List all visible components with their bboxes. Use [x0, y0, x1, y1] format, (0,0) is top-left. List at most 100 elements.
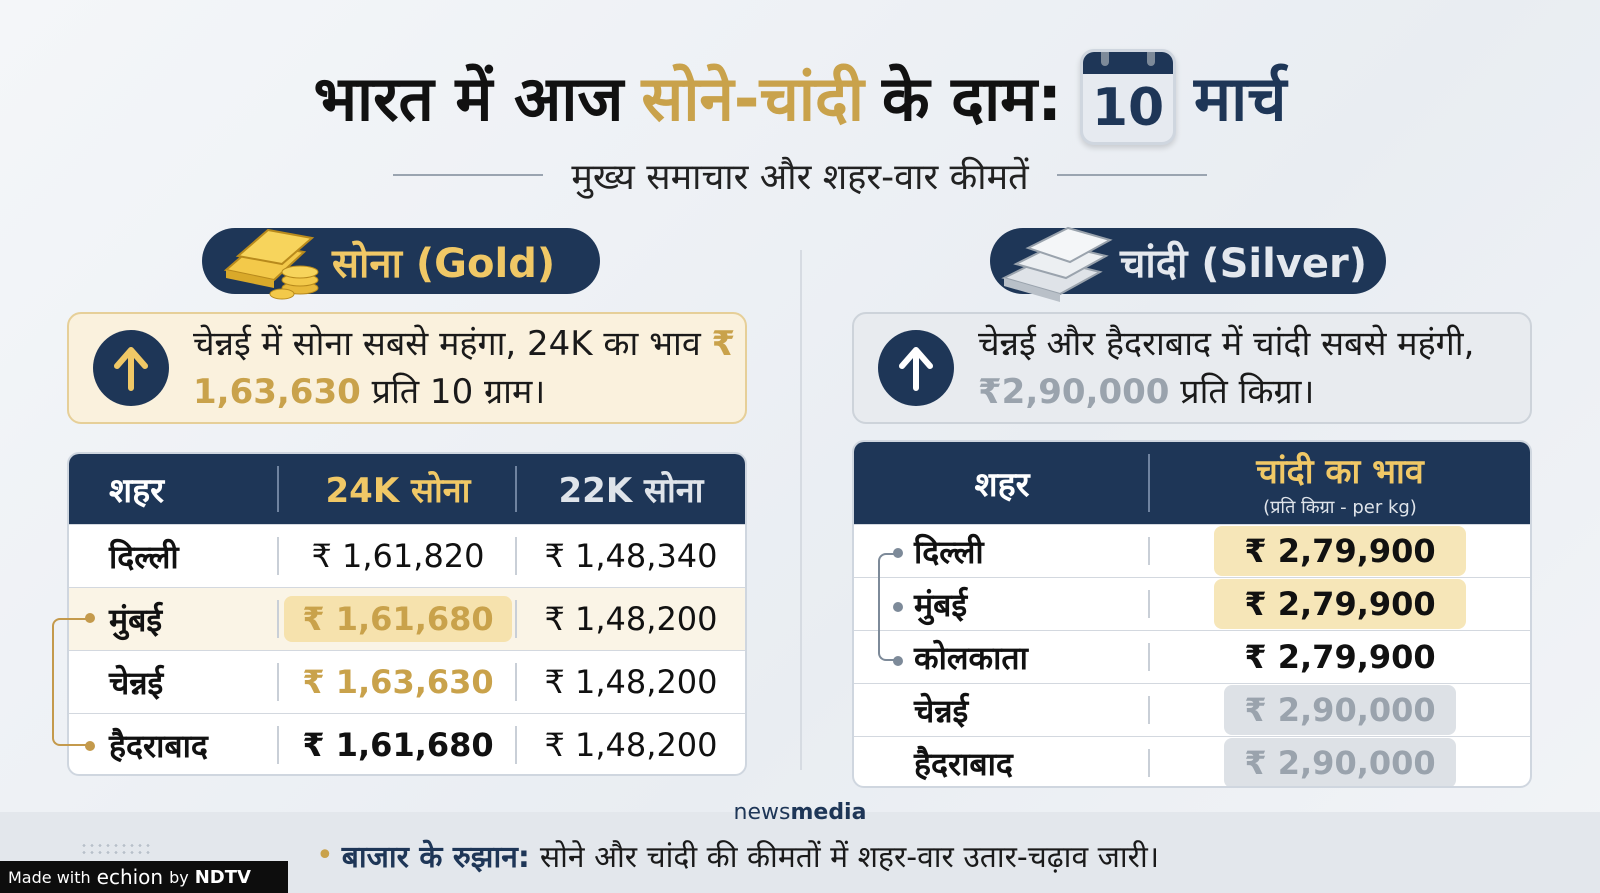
price-22k-cell: ₹ 1,48,200 — [517, 588, 745, 650]
divider — [1056, 174, 1207, 176]
brand-news: news — [733, 800, 791, 825]
made-with-prefix: Made with — [8, 867, 91, 887]
title-part2: सोने-चांदी — [641, 62, 864, 135]
table-row: दिल्ली ₹ 2,79,900 — [854, 524, 1530, 577]
table-row: हैदराबाद ₹ 1,61,680 ₹ 1,48,200 — [69, 713, 745, 774]
price-value: ₹ 1,61,820 — [311, 537, 485, 575]
city-cell: मुंबई — [854, 578, 1150, 630]
price-value: ₹ 1,63,630 — [302, 663, 494, 701]
gold-pill-label: सोना (Gold) — [332, 240, 556, 287]
bullet-icon: • — [316, 837, 334, 873]
silver-note-after: प्रति किग्रा। — [1180, 372, 1315, 412]
page-title: भारत में आज सोने-चांदी के दाम: 10 मार्च — [0, 49, 1600, 145]
price-value: ₹ 1,48,200 — [544, 726, 718, 764]
silver-section-pill: चांदी (Silver) — [990, 226, 1386, 302]
header-24k: 24K सोना — [279, 454, 517, 524]
price-cell: ₹ 2,79,900 — [1150, 525, 1530, 577]
gold-price-table: शहर 24K सोना 22K सोना दिल्ली ₹ 1,61,820 … — [67, 452, 747, 776]
header-22k: 22K सोना — [558, 471, 704, 511]
city-cell: दिल्ली — [854, 525, 1150, 577]
arrow-up-icon — [878, 330, 954, 406]
bracket-dot — [893, 548, 903, 558]
price-24k-cell: ₹ 1,61,680 — [279, 588, 517, 650]
price-value: ₹ 2,79,900 — [1244, 638, 1436, 676]
silver-bars-icon — [1001, 226, 1113, 302]
brand-logo: newsmedia — [730, 800, 870, 825]
date-month: मार्च — [1194, 62, 1287, 135]
date-day: 10 — [1091, 78, 1165, 138]
subtitle-text: मुख्य समाचार और शहर-वार कीमतें — [571, 156, 1029, 198]
silver-note-price: ₹2,90,000 — [978, 372, 1170, 412]
header-unit: (प्रति किग्रा - per kg) — [1263, 497, 1417, 518]
price-value: ₹ 1,61,680 — [284, 596, 512, 642]
bracket-dot — [893, 656, 903, 666]
echion-logo: echion — [96, 865, 164, 889]
trend-label: बाजार के रुझान: — [341, 839, 530, 875]
price-22k-cell: ₹ 1,48,200 — [517, 651, 745, 713]
price-cell: ₹ 2,79,900 — [1150, 631, 1530, 683]
silver-note-before: चेन्नई और हैदराबाद में चांदी सबसे महंगी, — [978, 324, 1475, 364]
divider — [393, 174, 544, 176]
city-cell: चेन्नई — [69, 651, 279, 713]
price-value: ₹ 1,48,340 — [544, 537, 718, 575]
header-city: शहर — [69, 454, 279, 524]
table-row: कोलकाता ₹ 2,79,900 — [854, 630, 1530, 683]
table-row: चेन्नई ₹ 2,90,000 — [854, 683, 1530, 736]
made-with-by: by — [169, 867, 189, 887]
price-value: ₹ 2,79,900 — [1214, 526, 1466, 576]
silver-note-text: चेन्नई और हैदराबाद में चांदी सबसे महंगी,… — [978, 320, 1530, 416]
trend-text: सोने और चांदी की कीमतों में शहर-वार उतार… — [539, 839, 1160, 875]
city-cell: चेन्नई — [854, 684, 1150, 736]
delhi-kolkata-bracket — [878, 553, 900, 661]
subtitle: मुख्य समाचार और शहर-वार कीमतें — [0, 150, 1600, 200]
gold-section-pill: सोना (Gold) — [202, 228, 600, 300]
table-row: मुंबई ₹ 1,61,680 ₹ 1,48,200 — [69, 587, 745, 650]
price-24k-cell: ₹ 1,61,820 — [279, 525, 517, 587]
brand-media: media — [790, 800, 867, 825]
gold-bars-icon — [223, 228, 319, 300]
gold-note-before: चेन्नई में सोना सबसे महंगा, 24K का भाव — [193, 324, 701, 364]
bracket-dot — [893, 602, 903, 612]
table-row: चेन्नई ₹ 1,63,630 ₹ 1,48,200 — [69, 650, 745, 713]
header-price: चांदी का भाव (प्रति किग्रा - per kg) — [1150, 442, 1530, 524]
market-trend-footer: • बाजार के रुझान: सोने और चांदी की कीमतो… — [316, 830, 1159, 880]
price-value: ₹ 2,90,000 — [1224, 738, 1456, 786]
table-header: शहर चांदी का भाव (प्रति किग्रा - per kg) — [854, 442, 1530, 524]
ndtv-logo: NDTV — [194, 866, 251, 888]
gold-note-text: चेन्नई में सोना सबसे महंगा, 24K का भाव ₹… — [193, 320, 745, 416]
arrow-up-icon — [93, 330, 169, 406]
city-cell: हैदराबाद — [69, 714, 279, 774]
city-cell: कोलकाता — [854, 631, 1150, 683]
bracket-dot — [85, 613, 95, 623]
price-value: ₹ 1,48,200 — [544, 663, 718, 701]
mumbai-hyderabad-bracket — [52, 618, 90, 746]
header-city: शहर — [854, 442, 1150, 524]
table-row: मुंबई ₹ 2,79,900 — [854, 577, 1530, 630]
gold-highlight-note: चेन्नई में सोना सबसे महंगा, 24K का भाव ₹… — [67, 312, 747, 424]
price-cell: ₹ 2,90,000 — [1150, 737, 1530, 786]
dots-decoration — [80, 842, 154, 856]
header-price-label: चांदी का भाव — [1256, 452, 1424, 492]
price-24k-cell: ₹ 1,61,680 — [279, 714, 517, 774]
table-header: शहर 24K सोना 22K सोना — [69, 454, 745, 524]
gold-note-after: प्रति 10 ग्राम। — [371, 372, 546, 412]
price-value: ₹ 2,79,900 — [1214, 579, 1466, 629]
price-cell: ₹ 2,79,900 — [1150, 578, 1530, 630]
made-with-badge[interactable]: Made with echion by NDTV — [0, 861, 288, 893]
title-part1: भारत में आज — [313, 62, 624, 135]
calendar-icon: 10 — [1080, 49, 1177, 145]
price-value: ₹ 2,90,000 — [1224, 685, 1456, 735]
city-cell: दिल्ली — [69, 525, 279, 587]
silver-highlight-note: चेन्नई और हैदराबाद में चांदी सबसे महंगी,… — [852, 312, 1532, 424]
silver-pill-label: चांदी (Silver) — [1120, 240, 1368, 287]
bracket-dot — [85, 741, 95, 751]
table-row: दिल्ली ₹ 1,61,820 ₹ 1,48,340 — [69, 524, 745, 587]
table-row: हैदराबाद ₹ 2,90,000 — [854, 736, 1530, 786]
city-cell: हैदराबाद — [854, 737, 1150, 786]
title-part3: के दाम: — [881, 62, 1063, 135]
city-cell: मुंबई — [69, 588, 279, 650]
column-divider — [800, 250, 802, 770]
price-22k-cell: ₹ 1,48,340 — [517, 525, 745, 587]
price-value: ₹ 1,48,200 — [544, 600, 718, 638]
price-cell: ₹ 2,90,000 — [1150, 684, 1530, 736]
